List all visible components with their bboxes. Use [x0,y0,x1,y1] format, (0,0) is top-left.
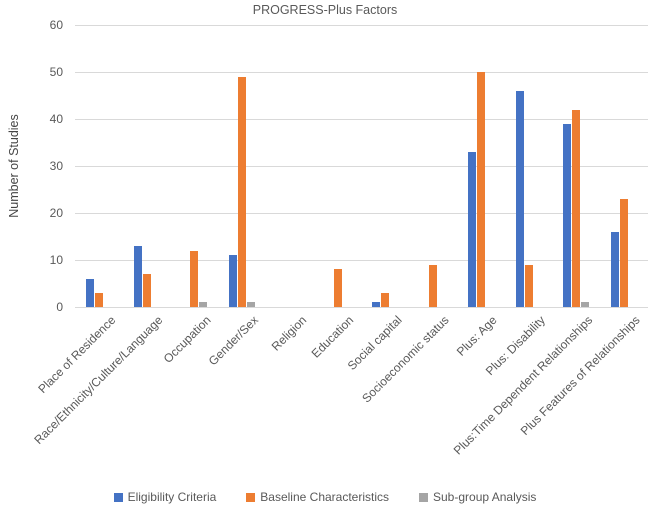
bar [381,292,390,307]
bar [247,302,256,307]
y-tick-label: 30 [49,159,63,173]
bar [85,278,94,307]
x-category-label: Place of Residence [34,313,118,397]
bar [611,231,620,307]
gridline [75,259,648,261]
bar [467,151,476,307]
legend-swatch [246,492,256,502]
bar [372,302,381,307]
x-category-label: Gender/Sex [205,313,262,369]
legend-swatch [113,492,123,502]
bar [515,90,524,307]
y-axis-title: Number of Studies [7,114,21,218]
gridline [75,165,648,167]
x-category-label: Education [308,313,357,361]
bar [142,274,151,307]
legend-label: Eligibility Criteria [127,490,217,504]
bar [333,269,342,307]
legend: Eligibility Criteria Baseline Characteris… [0,490,650,504]
gridline [75,118,648,120]
legend-item: Eligibility Criteria [113,490,217,504]
legend-item: Sub-group Analysis [419,490,536,504]
bar [581,302,590,307]
chart-title: PROGRESS-Plus Factors [252,3,398,17]
gridline [75,71,648,73]
gridline [75,24,648,26]
bar [133,245,142,307]
gridline [75,306,648,308]
y-tick-label: 40 [49,112,63,126]
bar [238,76,247,307]
bar [572,109,581,307]
bar [429,264,438,307]
y-tick-label: 0 [56,300,63,314]
legend-label: Baseline Characteristics [260,490,389,504]
y-tick-label: 20 [49,206,63,220]
legend-label: Sub-group Analysis [433,490,537,504]
gridline [75,212,648,214]
bar [476,72,485,307]
legend-item: Baseline Characteristics [246,490,389,504]
bar [524,264,533,307]
bar [229,255,238,307]
x-category-label: Socioeconomic status [359,313,453,406]
x-category-label: Religion [268,313,309,354]
y-tick-label: 60 [49,18,63,32]
bar [199,302,208,307]
bar [190,250,199,307]
x-category-label: Plus: Age [454,313,500,359]
bar [563,123,572,307]
bar [94,292,103,307]
legend-swatch [419,492,428,502]
y-tick-label: 50 [49,65,63,79]
y-tick-label: 10 [49,253,63,267]
bar [620,198,629,307]
